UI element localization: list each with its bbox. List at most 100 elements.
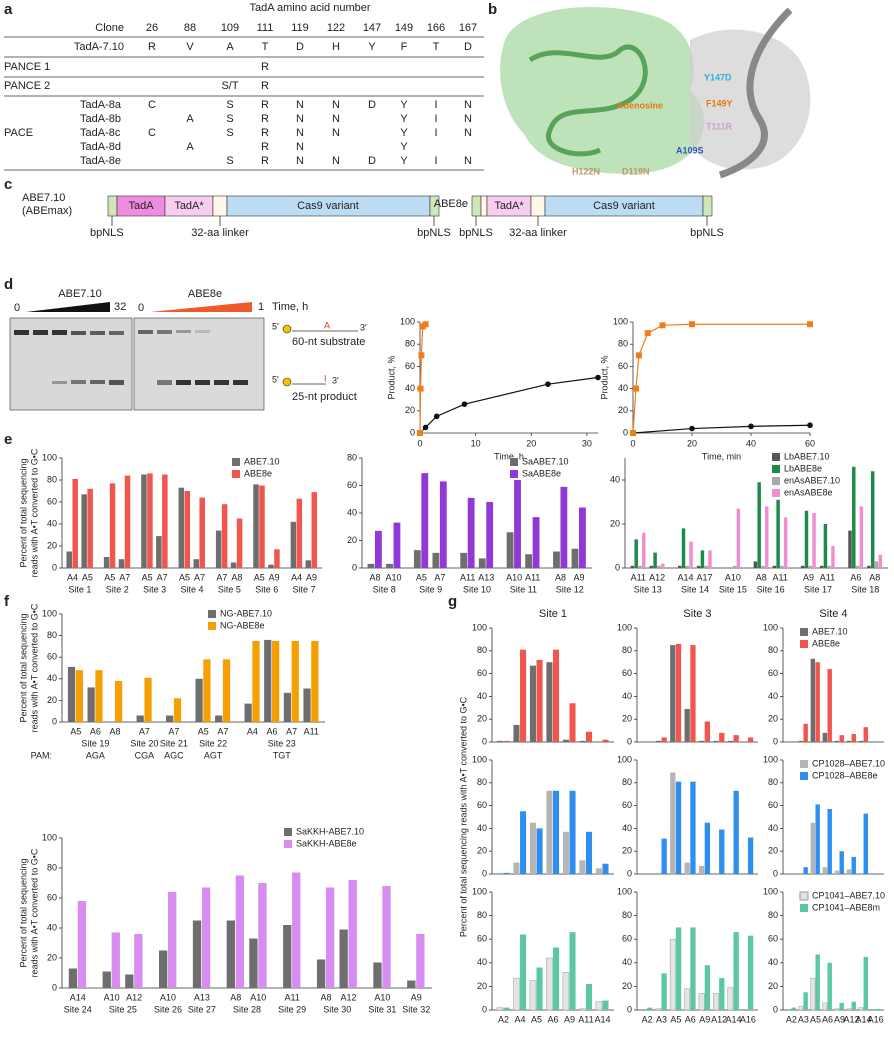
bar (822, 1002, 828, 1011)
y-tick-label: 20 (622, 846, 632, 856)
bar (136, 715, 144, 722)
residue: H (332, 41, 340, 53)
x-tick-label: A6 (850, 572, 861, 582)
position-header: 26 (146, 22, 158, 34)
bar (95, 670, 103, 722)
bar (525, 554, 533, 568)
bar (803, 992, 808, 1010)
series-line (632, 323, 810, 434)
residue: N (464, 127, 472, 139)
bar (815, 662, 820, 742)
y-tick-label: 40 (347, 507, 357, 517)
bar (168, 892, 177, 988)
bar (560, 486, 568, 568)
bar (878, 554, 883, 568)
residue: D (464, 41, 472, 53)
data-point (807, 422, 813, 429)
y-axis-label: Product, % (386, 355, 396, 399)
bar (810, 658, 816, 742)
x-tick-label: A7 (216, 572, 227, 582)
bar (661, 838, 667, 874)
clone-name: TadA-8e (80, 155, 121, 167)
y-tick-label: 0 (773, 736, 778, 746)
x-tick-label: A10 (506, 572, 522, 582)
bar (553, 551, 560, 568)
bar (579, 507, 586, 568)
y-tick-label: 80 (477, 645, 487, 655)
bar (460, 552, 468, 568)
bar (772, 565, 777, 568)
bar (655, 740, 662, 742)
bar (684, 862, 690, 874)
bar (863, 727, 868, 742)
gel-time: 0 (14, 302, 20, 314)
bar (765, 506, 769, 568)
data-point (630, 430, 636, 436)
radiolabel (282, 377, 292, 387)
bar (520, 811, 527, 874)
bar (290, 521, 297, 568)
residue-label: F149Y (706, 98, 733, 108)
bar (855, 565, 860, 568)
chart-title: Site 1 (539, 608, 567, 620)
bar (846, 740, 852, 742)
series-line (632, 424, 811, 434)
x-tick-label: A5 (142, 572, 153, 582)
bar (144, 677, 152, 722)
site-label: Site 32 (402, 1004, 430, 1014)
bar (382, 886, 391, 988)
bar (562, 739, 569, 742)
bar (848, 530, 852, 568)
y-tick-label: 20 (477, 846, 487, 856)
x-tick-label: A3 (656, 1014, 667, 1024)
y-tick-label: 100 (42, 608, 57, 618)
bar (713, 993, 719, 1011)
bar (630, 565, 635, 568)
x-tick-label: A9 (574, 572, 585, 582)
x-tick-label: A9 (834, 1014, 845, 1024)
chart-title: Site 4 (819, 608, 847, 620)
bar (727, 987, 734, 1011)
residue-label: Y147D (704, 72, 732, 82)
bar (536, 828, 543, 874)
y-tick-label: 60 (47, 652, 57, 662)
x-tick-label: A10 (725, 572, 741, 582)
panel-label: d (4, 276, 13, 293)
bar (162, 474, 168, 568)
legend-swatch (772, 453, 780, 461)
bar (520, 934, 527, 1010)
residue: R (261, 61, 269, 73)
construct-name: ABE8e (434, 198, 468, 210)
y-tick-label: 80 (47, 474, 57, 484)
residue: I (434, 127, 437, 139)
legend-swatch (510, 470, 518, 478)
legend-label: ABE8e (244, 468, 272, 478)
x-tick-label: A14 (678, 572, 694, 582)
data-point (748, 423, 754, 430)
x-tick-label: A14 (594, 1014, 610, 1024)
x-tick-label: A16 (868, 1014, 884, 1024)
bar (595, 868, 602, 874)
y-axis-label: Percent of total sequencing (18, 458, 28, 567)
bar (653, 552, 657, 568)
y-tick-label: 0 (52, 982, 57, 992)
bar (827, 669, 832, 742)
residue: F (401, 41, 408, 53)
bar (859, 506, 864, 568)
y-tick-label: 80 (477, 777, 487, 787)
residue-label: H122N (572, 166, 600, 176)
group-label: PANCE 1 (4, 61, 50, 73)
y-tick-label: 0 (52, 716, 57, 726)
x-tick-label: A8 (869, 572, 880, 582)
legend-label: enAsABE7.10 (784, 475, 840, 485)
legend-label: NG-ABE8e (220, 620, 265, 630)
bar (851, 734, 856, 742)
protein-structure: Y147D Adenosine F149Y T111R A109S H122N … (500, 7, 811, 179)
bar (374, 530, 382, 568)
y-tick-label: 20 (768, 981, 778, 991)
y-axis-label: Percent of total sequencing (18, 613, 28, 722)
spacer-segment (480, 195, 488, 217)
bar (235, 875, 245, 988)
bar (244, 703, 252, 722)
protein-surface (500, 7, 705, 174)
